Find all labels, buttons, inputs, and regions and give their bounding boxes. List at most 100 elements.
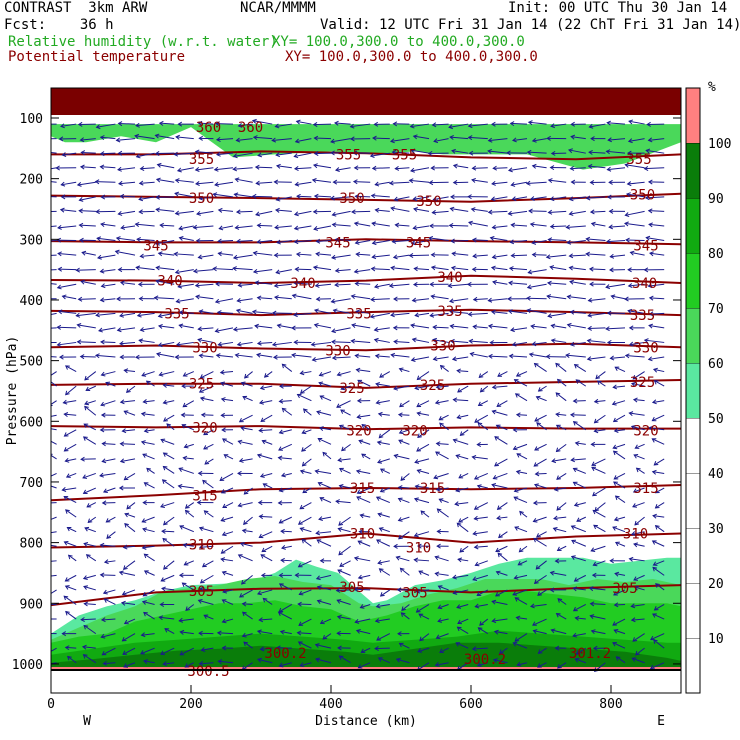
wind-vector — [176, 341, 194, 346]
wind-vector — [62, 295, 77, 300]
wind-arrowhead — [197, 337, 203, 343]
wind-vector — [632, 371, 645, 380]
wind-vector — [497, 516, 508, 519]
wind-vector — [470, 353, 488, 358]
wind-vector — [398, 439, 410, 445]
wind-vector — [158, 341, 175, 346]
wind-arrowhead — [294, 138, 300, 144]
wind-arrowhead — [589, 614, 595, 619]
wind-vector — [96, 312, 116, 316]
wind-arrowhead — [198, 586, 204, 592]
wind-arrowhead — [281, 407, 287, 413]
wind-vector — [416, 400, 430, 408]
colorbar-label: 40 — [708, 467, 724, 482]
wind-arrowhead — [498, 533, 503, 539]
wind-vector — [332, 356, 351, 359]
wind-vector — [257, 454, 273, 460]
wind-arrowhead — [468, 150, 474, 156]
wind-vector — [272, 341, 292, 346]
wind-arrowhead — [390, 312, 395, 318]
wind-vector — [653, 368, 665, 373]
wind-vector — [312, 356, 332, 361]
wind-vector — [121, 225, 136, 229]
wind-arrowhead — [331, 328, 336, 334]
wind-vector — [591, 222, 606, 227]
wind-arrowhead — [606, 120, 612, 126]
wind-vector — [372, 167, 390, 169]
wind-arrowhead — [653, 639, 658, 644]
wind-vector — [338, 528, 351, 533]
wind-arrowhead — [468, 338, 474, 344]
wind-vector — [81, 618, 96, 621]
wind-vector — [394, 341, 410, 343]
wind-vector — [83, 487, 97, 494]
wind-arrowhead — [221, 531, 227, 537]
wind-vector — [430, 312, 449, 317]
wind-arrowhead — [398, 429, 404, 435]
wind-arrowhead — [301, 429, 307, 435]
wind-arrowhead — [409, 123, 415, 129]
wind-arrowhead — [374, 645, 379, 651]
wind-arrowhead — [159, 222, 164, 228]
wind-arrowhead — [514, 597, 520, 602]
wind-arrowhead — [450, 265, 456, 271]
wind-arrowhead — [236, 297, 242, 303]
wind-arrowhead — [302, 488, 308, 494]
wind-vector — [514, 526, 528, 533]
wind-arrowhead — [319, 497, 325, 502]
wind-arrowhead — [219, 369, 225, 375]
wind-vector — [612, 618, 626, 626]
wind-vector — [648, 324, 665, 329]
contour-label: 335 — [437, 304, 462, 320]
wind-arrowhead — [155, 194, 160, 200]
wind-arrowhead — [491, 254, 497, 260]
wind-vector — [555, 363, 567, 372]
wind-vector — [439, 414, 449, 421]
wind-arrowhead — [195, 238, 201, 244]
wind-arrowhead — [158, 371, 164, 377]
wind-arrowhead — [435, 384, 441, 390]
wind-vector — [555, 392, 567, 402]
wind-arrowhead — [576, 517, 582, 522]
wind-vector — [370, 312, 390, 318]
wind-arrowhead — [412, 225, 418, 231]
wind-vector — [414, 531, 430, 537]
wind-arrowhead — [65, 365, 70, 370]
wind-vector — [178, 485, 194, 489]
wind-arrowhead — [83, 542, 89, 547]
wind-arrowhead — [431, 209, 437, 215]
wind-vector — [215, 298, 234, 303]
wind-vector — [122, 429, 136, 432]
wind-arrowhead — [61, 631, 67, 637]
wind-vector — [488, 210, 508, 213]
wind-vector — [391, 207, 410, 212]
wind-vector — [576, 647, 587, 655]
plot-frame — [50, 87, 682, 694]
wind-arrowhead — [139, 166, 145, 171]
wind-vector — [611, 295, 626, 300]
wind-vector — [259, 531, 273, 538]
wind-vector — [198, 599, 214, 605]
wind-arrowhead — [624, 212, 630, 217]
wind-vector — [217, 632, 234, 635]
wind-vector — [535, 472, 547, 475]
wind-arrowhead — [194, 282, 200, 288]
wind-vector — [261, 545, 273, 553]
wind-arrowhead — [331, 355, 337, 361]
wind-arrowhead — [487, 148, 492, 154]
wind-arrowhead — [260, 572, 266, 578]
wind-vector — [568, 149, 586, 154]
wind-vector — [256, 181, 273, 184]
wind-arrowhead — [178, 467, 184, 472]
wind-vector — [313, 266, 332, 271]
wind-arrowhead — [94, 353, 100, 359]
wind-arrowhead — [371, 240, 377, 246]
wind-vector — [57, 341, 77, 346]
wind-vector — [440, 365, 449, 372]
wind-vector — [317, 586, 332, 591]
wind-arrowhead — [122, 650, 128, 655]
wind-arrowhead — [163, 417, 168, 422]
wind-arrowhead — [182, 372, 188, 377]
wind-arrowhead — [334, 268, 340, 274]
contour-label: 320 — [402, 423, 427, 439]
